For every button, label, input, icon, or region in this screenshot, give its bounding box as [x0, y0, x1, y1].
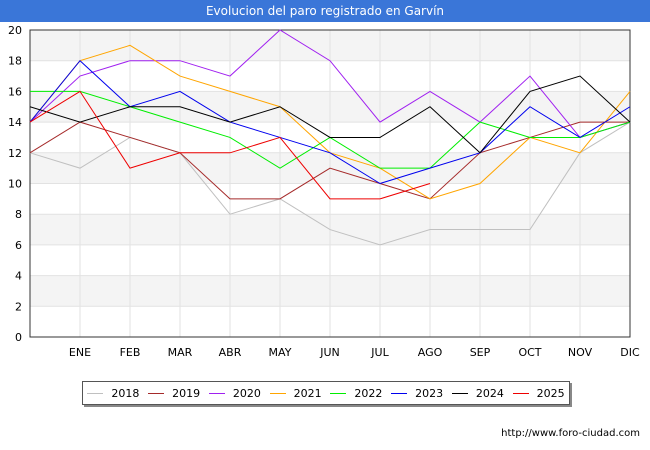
legend-swatch [391, 392, 408, 394]
x-tick-label: ABR [219, 346, 242, 359]
y-tick-label: 6 [15, 239, 22, 252]
x-tick-label: JUL [370, 346, 389, 359]
y-tick-label: 18 [8, 55, 22, 68]
legend-label: 2025 [536, 386, 565, 400]
x-tick-label: MAR [168, 346, 193, 359]
legend-label: 2021 [293, 386, 322, 400]
x-tick-label: MAY [269, 346, 292, 359]
legend-label: 2022 [354, 386, 383, 400]
x-tick-label: OCT [518, 346, 541, 359]
legend-item-2023: 2023 [391, 387, 443, 400]
series-line-2025 [29, 90, 431, 200]
y-tick-label: 2 [15, 300, 22, 313]
legend-label: 2020 [232, 386, 261, 400]
legend-item-2021: 2021 [269, 386, 322, 400]
legend-label: 2023 [415, 386, 444, 400]
series-line-2020 [29, 29, 631, 139]
legend-swatch [208, 392, 225, 394]
legend-swatch [87, 392, 104, 394]
legend-item-2018: 2018 [87, 387, 139, 400]
chart-title: Evolucion del paro registrado en Garvín [0, 0, 650, 22]
legend-swatch [269, 392, 286, 394]
x-tick-label: JUN [319, 346, 340, 359]
x-tick-label: AGO [418, 346, 443, 359]
x-tick-label: DIC [620, 346, 640, 359]
legend-item-2022: 2022 [330, 387, 382, 400]
legend-swatch [148, 392, 165, 394]
legend-item-2025: 2025 [512, 386, 565, 400]
legend-label: 2024 [475, 386, 504, 400]
y-tick-label: 12 [8, 147, 22, 160]
source-credit: http://www.foro-ciudad.com [501, 428, 640, 439]
plot-frame [29, 29, 631, 338]
y-tick-label: 10 [8, 178, 22, 191]
legend-swatch [330, 392, 347, 394]
x-tick-label: NOV [568, 346, 593, 359]
legend-item-2024: 2024 [451, 386, 504, 400]
legend-label: 2018 [111, 386, 140, 400]
legend-label: 2019 [172, 386, 201, 400]
y-tick-label: 0 [15, 331, 22, 344]
y-tick-label: 16 [8, 85, 22, 98]
x-tick-label: SEP [470, 346, 491, 359]
x-tick-label: FEB [120, 346, 141, 359]
series-line-2024 [29, 75, 631, 154]
y-tick-label: 14 [8, 116, 22, 129]
legend-swatch [512, 392, 529, 394]
legend-swatch [451, 392, 468, 394]
y-tick-label: 20 [8, 24, 22, 37]
chart-legend: 2018 2019 2020 2021 2022 2023 2024 2025 [82, 381, 570, 405]
legend-item-2020: 2020 [208, 386, 261, 400]
y-tick-label: 4 [15, 270, 22, 283]
x-tick-label: ENE [69, 346, 91, 359]
y-tick-label: 8 [15, 208, 22, 221]
legend-item-2019: 2019 [148, 387, 200, 400]
